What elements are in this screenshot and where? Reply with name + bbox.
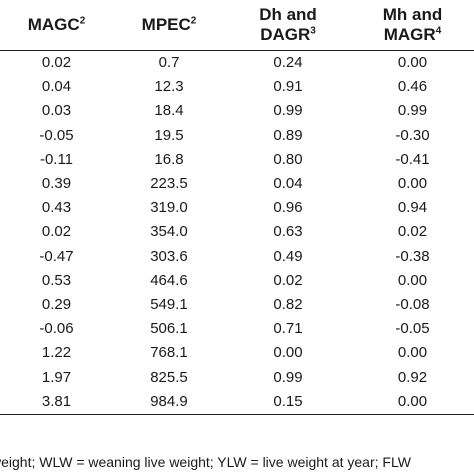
table-row: -0.06 506.1 0.71 -0.05 bbox=[0, 317, 474, 341]
table-cell: 0.03 bbox=[41, 102, 72, 120]
table-cell: 0.00 bbox=[397, 54, 428, 72]
table-cell: 825.5 bbox=[150, 368, 188, 386]
table-cell: 0.02 bbox=[273, 271, 303, 289]
table-cell: -0.06 bbox=[39, 320, 74, 338]
table-cell: -0.05 bbox=[39, 126, 74, 144]
table-cell: 1.22 bbox=[41, 344, 72, 362]
table-row: 0.29 549.1 0.82 -0.08 bbox=[0, 293, 474, 317]
table-cell: 0.99 bbox=[273, 102, 303, 120]
table-footnote: weight; WLW = weaning live weight; YLW =… bbox=[0, 454, 411, 470]
table-cell: -0.08 bbox=[395, 295, 430, 313]
table-row: 0.53 464.6 0.02 0.00 bbox=[0, 269, 474, 293]
table-row: 1.97 825.5 0.99 0.92 bbox=[0, 365, 474, 389]
table-cell: 0.24 bbox=[273, 54, 303, 72]
table-cell: -0.30 bbox=[395, 126, 430, 144]
table-cell: 0.99 bbox=[273, 368, 303, 386]
table-cell: 506.1 bbox=[150, 320, 188, 338]
table-cell: 0.89 bbox=[273, 126, 303, 144]
table-cell: 0.46 bbox=[397, 78, 428, 96]
table-cell: 0.49 bbox=[273, 247, 303, 265]
table-cell: 0.7 bbox=[158, 54, 180, 72]
table-cell: 0.04 bbox=[41, 78, 72, 96]
table-row: -0.47 303.6 0.49 -0.38 bbox=[0, 245, 474, 269]
table-cell: 3.81 bbox=[0, 389, 113, 415]
table-cell: 0.91 bbox=[273, 78, 303, 96]
table-row: -0.11 16.8 0.80 -0.41 bbox=[0, 148, 474, 172]
table-cell: 0.71 bbox=[273, 320, 303, 338]
header-dh-dagr: Dh and DAGR3 bbox=[225, 0, 351, 51]
table-cell: 303.6 bbox=[150, 247, 188, 265]
table-cell: 0.39 bbox=[41, 175, 72, 193]
table-cell: -0.47 bbox=[39, 247, 74, 265]
table-row: 0.39 223.5 0.04 0.00 bbox=[0, 172, 474, 196]
table-cell: 16.8 bbox=[154, 150, 184, 168]
table-row: 3.81 984.9 0.15 0.00 bbox=[0, 389, 474, 415]
table-cell: 0.00 bbox=[397, 344, 428, 362]
table-cell: 0.96 bbox=[273, 199, 303, 217]
table-cell: 354.0 bbox=[150, 223, 188, 241]
header-row: MAGC2 MPEC2 Dh and DAGR3 Mh and MAGR4 bbox=[0, 0, 474, 51]
table-row: 0.43 319.0 0.96 0.94 bbox=[0, 196, 474, 220]
table-cell: 0.00 bbox=[397, 271, 428, 289]
table-row: 0.04 12.3 0.91 0.46 bbox=[0, 75, 474, 99]
table-cell: 19.5 bbox=[154, 126, 184, 144]
header-mh-magr: Mh and MAGR4 bbox=[351, 0, 474, 51]
table-cell: 0.02 bbox=[41, 54, 72, 72]
table-row: 0.02 0.7 0.24 0.00 bbox=[0, 51, 474, 76]
table-cell: -0.05 bbox=[395, 320, 430, 338]
table-cell: 0.82 bbox=[273, 295, 303, 313]
table-cell: 0.00 bbox=[273, 344, 303, 362]
table-row: -0.05 19.5 0.89 -0.30 bbox=[0, 124, 474, 148]
table-body: 0.02 0.7 0.24 0.00 0.04 12.3 0.91 0.46 0.03 18.4 0… bbox=[0, 51, 474, 415]
header-magc: MAGC2 bbox=[0, 0, 113, 51]
table-cell: 1.97 bbox=[41, 368, 72, 386]
table-row: 0.03 18.4 0.99 0.99 bbox=[0, 99, 474, 123]
table-cell: 0.02 bbox=[41, 223, 72, 241]
table-cell: 0.53 bbox=[41, 271, 72, 289]
table-cell: 549.1 bbox=[150, 295, 188, 313]
table-cell: -0.41 bbox=[395, 150, 430, 168]
table-cell: 0.15 bbox=[225, 389, 351, 415]
table-cell: 0.80 bbox=[273, 150, 303, 168]
table-cell: 319.0 bbox=[150, 199, 188, 217]
table-cell: 0.04 bbox=[273, 175, 303, 193]
table-cell: 0.43 bbox=[41, 199, 72, 217]
table-cell: 0.29 bbox=[41, 295, 72, 313]
table-row: 0.02 354.0 0.63 0.02 bbox=[0, 220, 474, 244]
table-cell: 12.3 bbox=[154, 78, 184, 96]
table-cell: 0.94 bbox=[397, 199, 428, 217]
table-cell: 0.63 bbox=[273, 223, 303, 241]
data-table-container: MAGC2 MPEC2 Dh and DAGR3 Mh and MAGR4 0.02… bbox=[0, 0, 474, 415]
data-table: MAGC2 MPEC2 Dh and DAGR3 Mh and MAGR4 0.02… bbox=[0, 0, 474, 415]
table-cell: 0.99 bbox=[397, 102, 428, 120]
table-cell: 0.92 bbox=[397, 368, 428, 386]
table-cell: 768.1 bbox=[150, 344, 188, 362]
table-cell: 0.00 bbox=[351, 389, 474, 415]
table-cell: 0.00 bbox=[397, 175, 428, 193]
table-cell: 984.9 bbox=[113, 389, 225, 415]
table-cell: -0.11 bbox=[39, 150, 74, 168]
table-cell: -0.38 bbox=[395, 247, 430, 265]
table-cell: 18.4 bbox=[154, 102, 184, 120]
table-cell: 0.02 bbox=[397, 223, 428, 241]
table-cell: 464.6 bbox=[150, 271, 188, 289]
header-mpec: MPEC2 bbox=[113, 0, 225, 51]
table-row: 1.22 768.1 0.00 0.00 bbox=[0, 341, 474, 365]
table-cell: 223.5 bbox=[150, 175, 188, 193]
